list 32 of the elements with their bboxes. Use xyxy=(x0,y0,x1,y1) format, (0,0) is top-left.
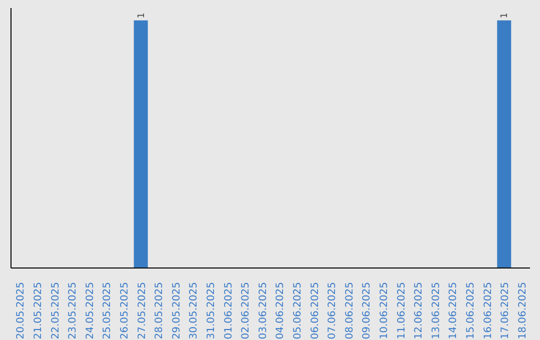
x-tick-label: 18.06.2025 xyxy=(517,282,528,340)
x-tick-label: 11.06.2025 xyxy=(396,282,408,340)
x-tick-label: 10.06.2025 xyxy=(378,282,390,340)
x-tick-label: 15.06.2025 xyxy=(465,282,476,340)
x-tick-label: 28.05.2025 xyxy=(154,282,166,340)
x-tick-label: 22.05.2025 xyxy=(50,282,62,340)
x-tick-label: 29.05.2025 xyxy=(171,282,182,340)
x-tick-label: 26.05.2025 xyxy=(119,282,130,340)
x-tick-label: 17.06.2025 xyxy=(500,282,512,340)
x-tick-label: 03.06.2025 xyxy=(258,282,269,340)
x-tick-label: 21.05.2025 xyxy=(32,282,44,340)
x-tick-label: 09.06.2025 xyxy=(362,282,373,340)
x-tick-label: 13.06.2025 xyxy=(430,282,442,340)
x-tick-label: 24.05.2025 xyxy=(84,282,96,340)
x-tick-label: 16.06.2025 xyxy=(482,282,494,340)
x-tick-label: 04.06.2025 xyxy=(275,282,286,340)
data-label: 1 xyxy=(136,12,147,18)
x-tick-label: 12.06.2025 xyxy=(414,282,425,340)
x-tick-label: 14.06.2025 xyxy=(448,282,460,340)
x-tick-label: 23.05.2025 xyxy=(68,282,79,340)
x-tick-label: 30.05.2025 xyxy=(188,282,200,340)
x-tick-label: 02.06.2025 xyxy=(240,282,252,340)
x-tick-label: 06.06.2025 xyxy=(310,282,321,340)
x-tick-label: 08.06.2025 xyxy=(344,282,356,340)
x-tick-label: 25.05.2025 xyxy=(102,282,114,340)
x-tick-label: 27.05.2025 xyxy=(136,282,148,340)
x-tick-label: 05.06.2025 xyxy=(292,282,304,340)
x-tick-label: 20.05.2025 xyxy=(16,282,27,340)
x-tick-label: 07.06.2025 xyxy=(327,282,338,340)
x-tick-label: 31.05.2025 xyxy=(206,282,217,340)
x-tick-label: 01.06.2025 xyxy=(223,282,234,340)
data-label: 1 xyxy=(500,12,510,18)
